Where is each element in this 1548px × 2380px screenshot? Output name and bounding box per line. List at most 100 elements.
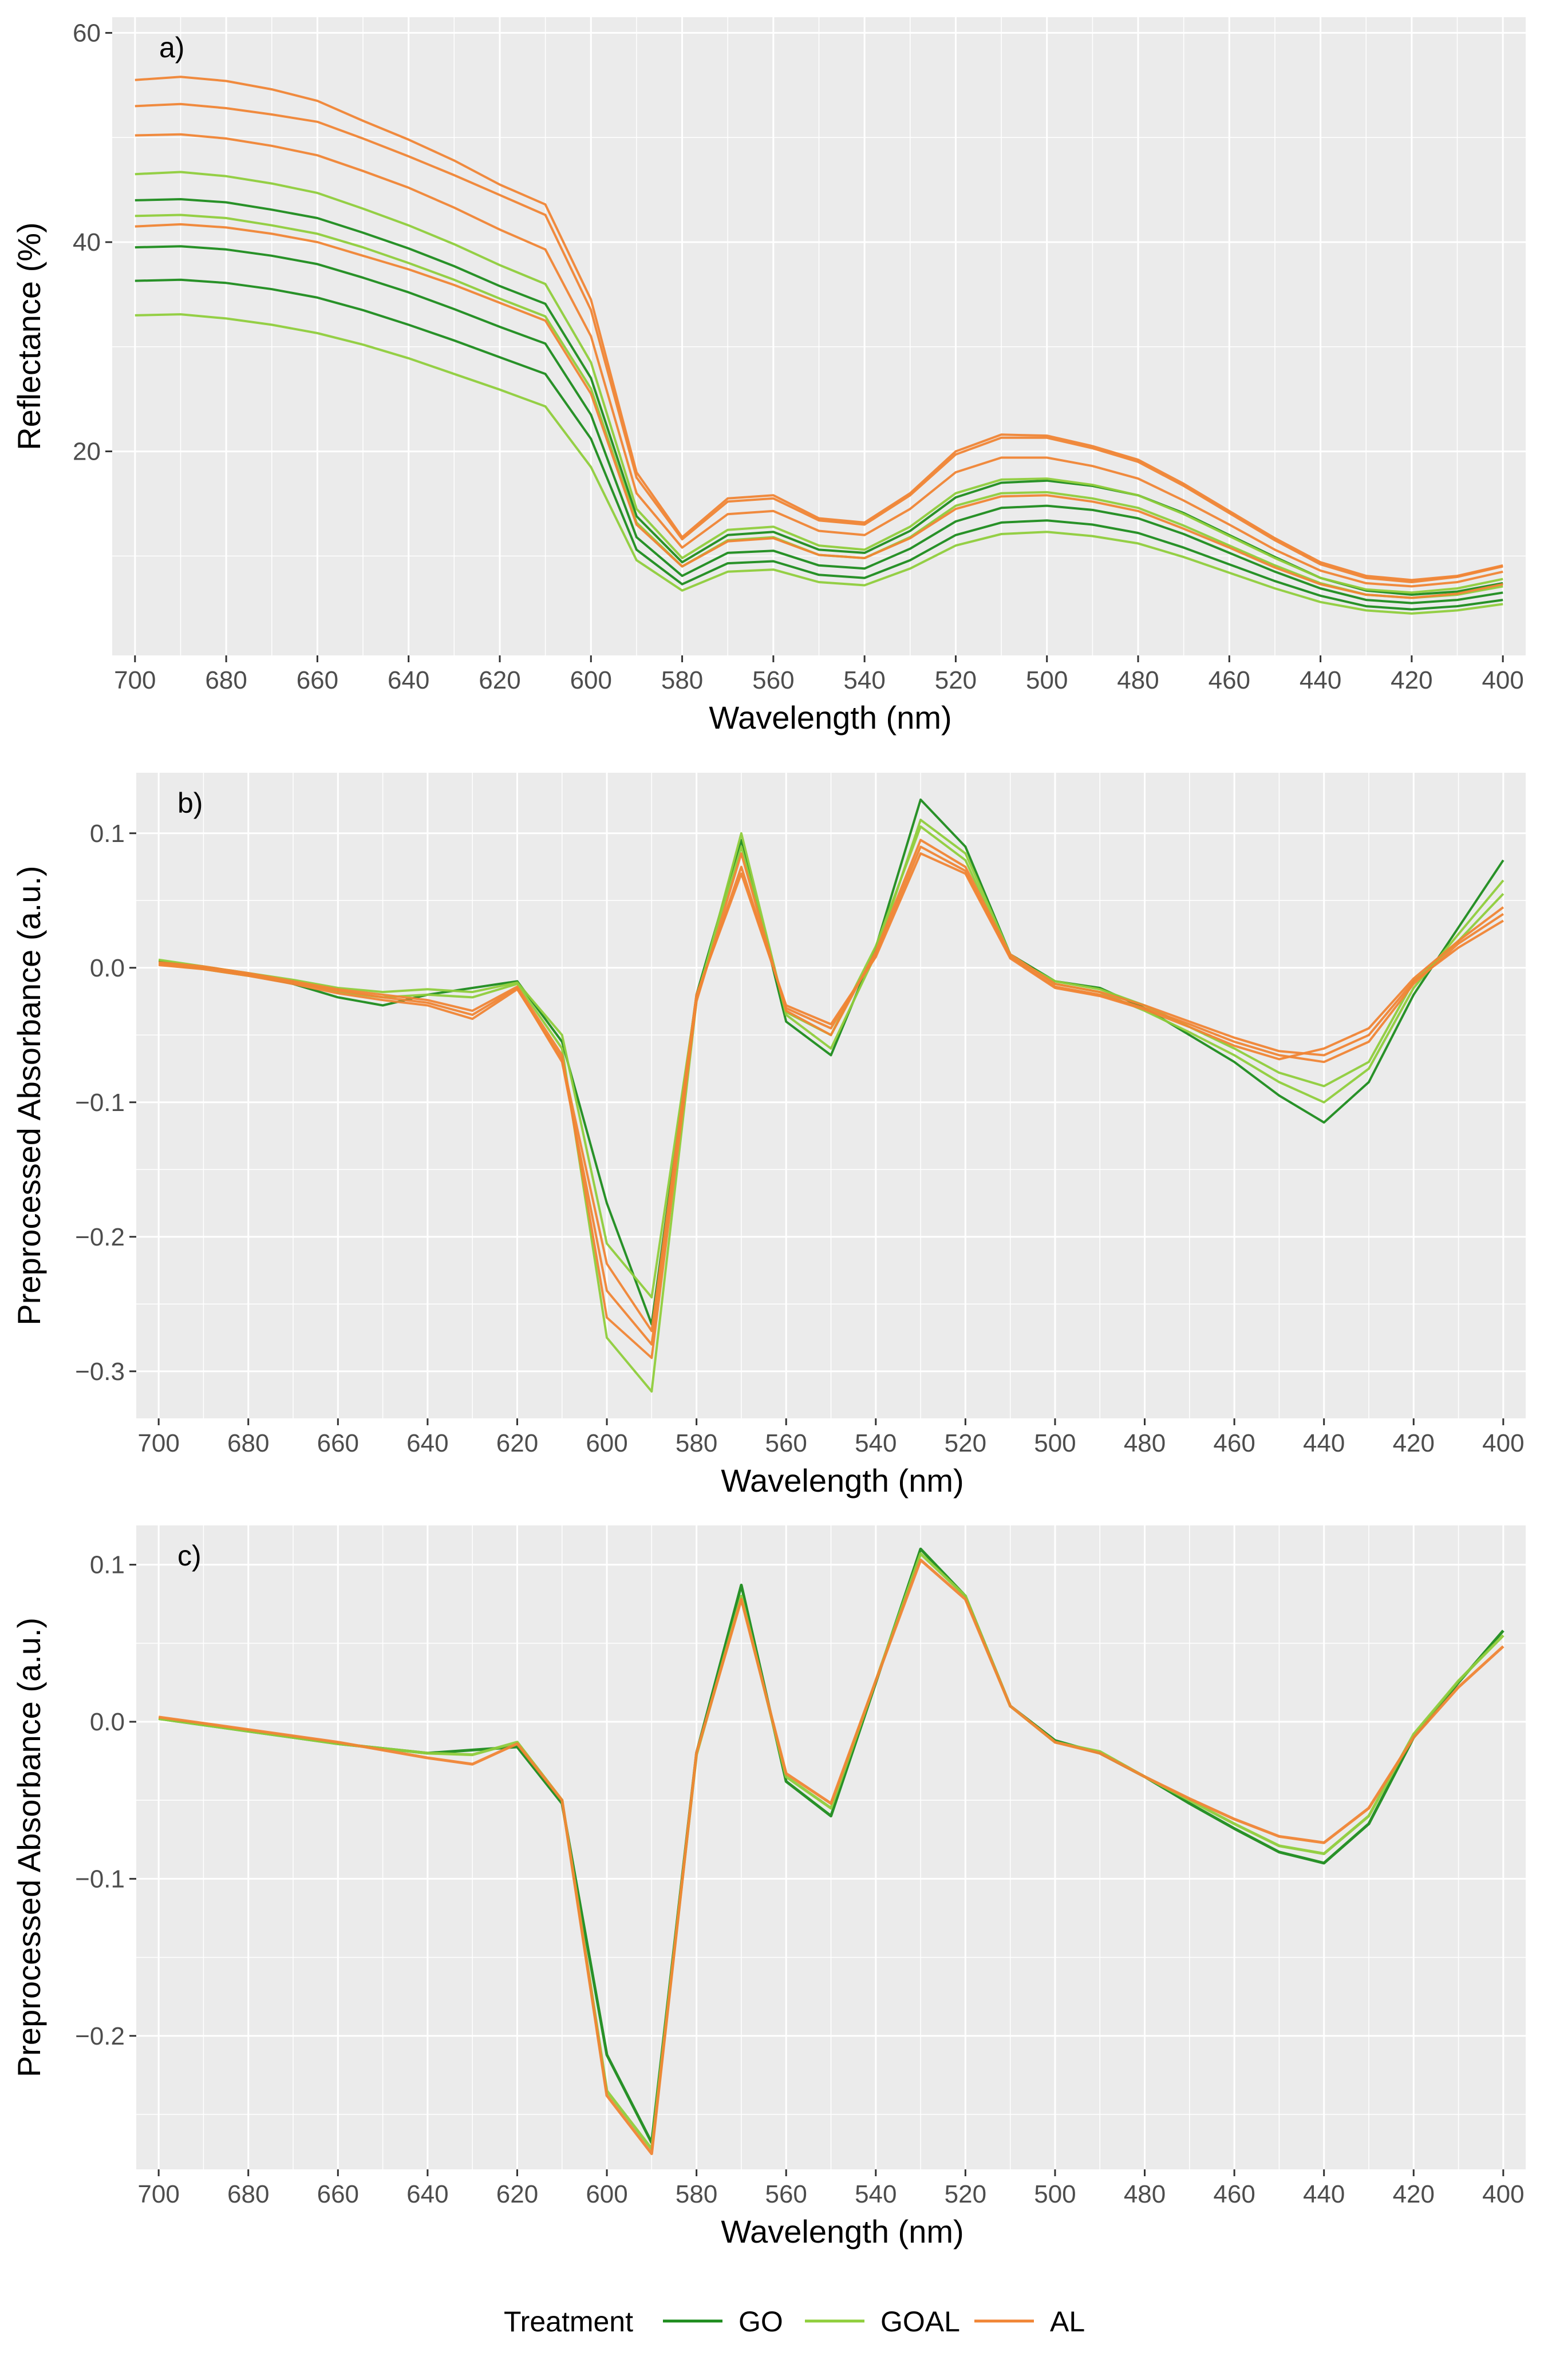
x-tick-label: 480: [1124, 2180, 1166, 2208]
series-line-al-1: [135, 102, 1503, 583]
y-axis-title: Reflectance (%): [11, 222, 47, 450]
x-tick-label: 540: [855, 2180, 897, 2208]
y-tick-label: −0.2: [75, 2022, 125, 2050]
x-tick-label: 400: [1482, 1429, 1524, 1457]
x-tick-label: 620: [496, 1429, 538, 1457]
x-tick-label: 680: [205, 666, 247, 694]
series-group: [158, 798, 1504, 1393]
legend-title: Treatment: [504, 2306, 633, 2338]
x-tick-label: 580: [676, 1429, 717, 1457]
series-line-go-0: [158, 798, 1504, 1326]
x-tick-label: 460: [1213, 2180, 1255, 2208]
x-tick-label: 500: [1034, 1429, 1076, 1457]
y-tick-label: 0.1: [90, 820, 125, 848]
x-tick-label: 660: [317, 2180, 359, 2208]
series-line-goal-3: [135, 171, 1503, 594]
x-tick-label: 640: [406, 2180, 448, 2208]
y-tick-label: 0.0: [90, 1708, 125, 1736]
x-tick-label: 560: [765, 2180, 807, 2208]
axes: 700 680 660 640 620 600 580 560 540 520 500 480 460 4…: [75, 1551, 1524, 2208]
y-tick-label: 40: [73, 228, 101, 256]
legend: Treatment GO GOAL AL: [504, 2306, 1085, 2338]
y-tick-label: −0.3: [75, 1358, 125, 1386]
x-tick-label: 480: [1117, 666, 1159, 694]
series-line-al-2: [158, 1558, 1504, 2156]
panel-3: 700 680 660 640 620 600 580 560 540 520 500 480 460 4…: [11, 1525, 1526, 2249]
y-tick-label: 0.1: [90, 1551, 125, 1579]
x-tick-label: 540: [855, 1429, 897, 1457]
x-tick-label: 460: [1213, 1429, 1255, 1457]
y-tick-label: −0.1: [75, 1865, 125, 1893]
x-tick-label: 680: [227, 1429, 269, 1457]
legend-label-go: GO: [739, 2306, 783, 2338]
grid: [136, 773, 1526, 1418]
panels: 700 680 660 640 620 600 580 560 540 520 500 480 460 4…: [11, 17, 1526, 2249]
series-line-al-3: [158, 839, 1504, 1359]
panel-1: 700 680 660 640 620 600 580 560 540 520 500 480 460 4…: [11, 17, 1526, 736]
x-tick-label: 560: [765, 1429, 807, 1457]
series-line-al-2: [135, 133, 1503, 588]
x-tick-label: 580: [676, 2180, 717, 2208]
x-tick-label: 600: [586, 2180, 627, 2208]
x-tick-label: 600: [586, 1429, 627, 1457]
x-tick-label: 700: [137, 2180, 179, 2208]
y-axis-title: Preprocessed Absorbance (a.u.): [11, 865, 47, 1325]
y-tick-label: 0.0: [90, 954, 125, 982]
x-tick-label: 700: [137, 1429, 179, 1457]
legend-item-al: AL: [974, 2306, 1085, 2338]
series-line-go-8: [135, 278, 1503, 611]
x-tick-label: 640: [406, 1429, 448, 1457]
x-tick-label: 580: [661, 666, 703, 694]
x-tick-label: 520: [945, 1429, 986, 1457]
x-tick-label: 660: [317, 1429, 359, 1457]
x-tick-label: 440: [1303, 2180, 1345, 2208]
x-tick-label: 420: [1391, 666, 1432, 694]
x-tick-label: 440: [1303, 1429, 1345, 1457]
x-tick-label: 540: [843, 666, 885, 694]
x-tick-label: 500: [1026, 666, 1068, 694]
panel-2: 700 680 660 640 620 600 580 560 540 520 500 480 460 4…: [11, 773, 1526, 1499]
x-tick-label: 660: [297, 666, 338, 694]
x-tick-label: 520: [945, 2180, 986, 2208]
axes: 700 680 660 640 620 600 580 560 540 520 500 480 460 4…: [73, 19, 1524, 694]
grid: [136, 1525, 1526, 2169]
x-tick-label: 600: [570, 666, 612, 694]
series-group: [158, 1547, 1504, 2156]
x-axis-title: Wavelength (nm): [721, 2213, 963, 2249]
x-tick-label: 420: [1393, 2180, 1435, 2208]
x-tick-label: 480: [1124, 1429, 1166, 1457]
series-line-al-4: [158, 845, 1504, 1346]
x-tick-label: 400: [1482, 666, 1523, 694]
x-tick-label: 520: [935, 666, 977, 694]
y-axis-title: Preprocessed Absorbance (a.u.): [11, 1618, 47, 2077]
x-tick-label: 620: [496, 2180, 538, 2208]
panel-tag: b): [177, 787, 203, 819]
series-line-al-0: [135, 76, 1503, 582]
y-tick-label: 20: [73, 438, 101, 466]
y-tick-label: 60: [73, 19, 101, 47]
series-line-goal-1: [158, 1552, 1504, 2150]
x-tick-label: 420: [1393, 1429, 1435, 1457]
legend-item-goal: GOAL: [805, 2306, 960, 2338]
axes: 700 680 660 640 620 600 580 560 540 520 500 480 460 4…: [75, 820, 1524, 1457]
x-tick-label: 680: [227, 2180, 269, 2208]
x-tick-label: 640: [388, 666, 429, 694]
series-line-go-7: [135, 245, 1503, 604]
y-tick-label: −0.1: [75, 1089, 125, 1117]
panel-tag: a): [159, 31, 184, 64]
x-tick-label: 620: [479, 666, 520, 694]
x-tick-label: 560: [752, 666, 794, 694]
panel-tag: c): [177, 1540, 202, 1572]
series-line-goal-9: [135, 313, 1503, 615]
legend-item-go: GO: [663, 2306, 783, 2338]
x-tick-label: 500: [1034, 2180, 1076, 2208]
series-line-al-5: [158, 852, 1504, 1333]
y-tick-label: −0.2: [75, 1223, 125, 1251]
legend-label-goal: GOAL: [880, 2306, 960, 2338]
x-axis-title: Wavelength (nm): [709, 699, 951, 736]
x-tick-label: 700: [114, 666, 156, 694]
series-group: [135, 76, 1503, 615]
legend-label-al: AL: [1050, 2306, 1085, 2338]
x-tick-label: 460: [1209, 666, 1250, 694]
